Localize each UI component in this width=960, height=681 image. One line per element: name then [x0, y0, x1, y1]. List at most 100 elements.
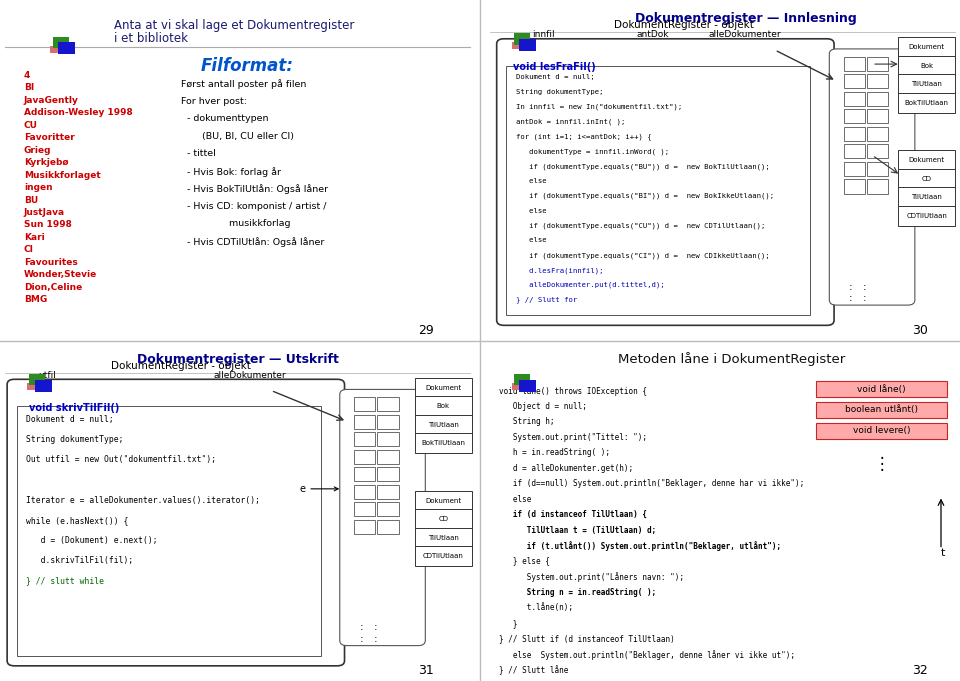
Text: Filformat:: Filformat:: [201, 57, 294, 76]
Text: System.out.print("Tittel: ");: System.out.print("Tittel: ");: [499, 432, 647, 441]
Text: if (t.utlånt()) System.out.println("Beklager, utlånt");: if (t.utlånt()) System.out.println("Bekl…: [499, 541, 781, 551]
Text: :
:: : :: [373, 622, 377, 644]
FancyBboxPatch shape: [354, 449, 375, 464]
Text: else: else: [516, 178, 546, 184]
Text: Dokumentregister — Utskrift: Dokumentregister — Utskrift: [136, 353, 339, 366]
Text: Grieg: Grieg: [24, 146, 51, 155]
Text: void lesFraFil(): void lesFraFil(): [514, 63, 596, 72]
FancyBboxPatch shape: [415, 528, 472, 548]
Text: d.skrivTilFil(fil);: d.skrivTilFil(fil);: [26, 556, 133, 565]
Text: :
:: : :: [849, 281, 852, 303]
Text: else: else: [516, 208, 546, 214]
FancyBboxPatch shape: [354, 520, 375, 534]
FancyBboxPatch shape: [340, 390, 425, 646]
FancyBboxPatch shape: [899, 37, 955, 57]
Text: h = in.readString( );: h = in.readString( );: [499, 448, 610, 457]
Text: JavaGently: JavaGently: [24, 96, 79, 105]
Text: Dokument: Dokument: [909, 157, 945, 163]
Text: d.lesFra(innfil);: d.lesFra(innfil);: [516, 267, 603, 274]
Text: antDok = innfil.inInt( );: antDok = innfil.inInt( );: [516, 118, 625, 125]
Text: if (dokumentType.equals("CU")) d =  new CDTilUtlaan();: if (dokumentType.equals("CU")) d = new C…: [516, 223, 765, 229]
Text: CDTilUtlaan: CDTilUtlaan: [906, 213, 948, 219]
Text: TilUtlaan: TilUtlaan: [428, 535, 459, 541]
Text: Wonder,Stevie: Wonder,Stevie: [24, 270, 97, 279]
Text: Dokument: Dokument: [909, 44, 945, 50]
Text: if (d==null) System.out.println("Beklager, denne har vi ikke");: if (d==null) System.out.println("Beklage…: [499, 479, 804, 488]
FancyBboxPatch shape: [415, 491, 472, 511]
Text: String dokumentType;: String dokumentType;: [26, 435, 124, 444]
Text: void låne(): void låne(): [857, 385, 906, 394]
Text: Bok: Bok: [921, 63, 933, 69]
Text: Object d = null;: Object d = null;: [499, 402, 587, 411]
Text: Dokument d = null;: Dokument d = null;: [26, 415, 114, 424]
FancyBboxPatch shape: [53, 37, 69, 48]
FancyBboxPatch shape: [867, 162, 888, 176]
FancyBboxPatch shape: [844, 74, 865, 89]
FancyBboxPatch shape: [377, 449, 398, 464]
Text: if (dokumentType.equals("CI")) d =  new CDIkkeUtlaan();: if (dokumentType.equals("CI")) d = new C…: [516, 252, 769, 259]
Text: alleDokumenter: alleDokumenter: [214, 371, 286, 380]
FancyBboxPatch shape: [496, 39, 834, 326]
Text: d = alleDokumenter.get(h);: d = alleDokumenter.get(h);: [499, 464, 634, 473]
FancyBboxPatch shape: [51, 46, 62, 52]
Text: alleDokumenter.put(d.tittel,d);: alleDokumenter.put(d.tittel,d);: [516, 282, 664, 288]
FancyBboxPatch shape: [27, 383, 38, 390]
Text: Favoritter: Favoritter: [24, 133, 75, 142]
Text: else  System.out.println("Beklager, denne låner vi ikke ut");: else System.out.println("Beklager, denne…: [499, 650, 795, 659]
FancyBboxPatch shape: [844, 144, 865, 159]
Text: Først antall poster på filen: Først antall poster på filen: [180, 79, 306, 89]
Text: Kyrkjebø: Kyrkjebø: [24, 158, 68, 167]
Text: - Hvis CD: komponist / artist /: - Hvis CD: komponist / artist /: [180, 202, 326, 211]
Text: Dokument d = null;: Dokument d = null;: [516, 74, 594, 80]
FancyBboxPatch shape: [899, 74, 955, 95]
FancyBboxPatch shape: [415, 396, 472, 416]
Text: antDok: antDok: [636, 30, 669, 39]
FancyBboxPatch shape: [354, 467, 375, 481]
Text: CU: CU: [24, 121, 37, 129]
Text: 31: 31: [419, 664, 434, 678]
FancyBboxPatch shape: [844, 92, 865, 106]
Text: else: else: [499, 494, 532, 503]
Text: e: e: [300, 484, 338, 494]
FancyBboxPatch shape: [625, 41, 677, 57]
Text: ⋮: ⋮: [874, 455, 890, 473]
Text: Favourites: Favourites: [24, 258, 78, 267]
FancyBboxPatch shape: [516, 41, 568, 57]
Text: musikkforlag: musikkforlag: [180, 219, 290, 229]
Text: Dokument: Dokument: [425, 385, 462, 391]
Text: utfil: utfil: [38, 371, 56, 380]
Text: Musikkforlaget: Musikkforlaget: [24, 171, 101, 180]
Text: BMG: BMG: [24, 296, 47, 304]
FancyBboxPatch shape: [816, 402, 948, 418]
FancyBboxPatch shape: [867, 57, 888, 71]
FancyBboxPatch shape: [354, 503, 375, 516]
Text: Dion,Celine: Dion,Celine: [24, 283, 82, 292]
Text: Dokumentregister — Innlesning: Dokumentregister — Innlesning: [636, 12, 857, 25]
FancyBboxPatch shape: [844, 162, 865, 176]
FancyBboxPatch shape: [377, 467, 398, 481]
FancyBboxPatch shape: [899, 151, 955, 170]
FancyBboxPatch shape: [816, 381, 948, 397]
Text: Iterator e = alleDokumenter.values().iterator();: Iterator e = alleDokumenter.values().ite…: [26, 496, 260, 505]
FancyBboxPatch shape: [377, 485, 398, 499]
Text: Out utfil = new Out("dokumentfil.txt");: Out utfil = new Out("dokumentfil.txt");: [26, 455, 216, 464]
FancyBboxPatch shape: [867, 127, 888, 141]
Text: - Hvis CDTilUtlån: Også låner: - Hvis CDTilUtlån: Også låner: [180, 237, 324, 247]
Text: dokumentType = innfil.inWord( );: dokumentType = innfil.inWord( );: [516, 148, 669, 155]
Text: boolean utlånt(): boolean utlånt(): [845, 405, 918, 415]
Text: Bok: Bok: [437, 403, 450, 409]
Text: if (d instanceof TilUtlaan) {: if (d instanceof TilUtlaan) {: [499, 510, 647, 519]
FancyBboxPatch shape: [377, 432, 398, 446]
FancyBboxPatch shape: [519, 39, 537, 51]
FancyBboxPatch shape: [415, 415, 472, 435]
Text: void låne() throws IOException {: void låne() throws IOException {: [499, 386, 647, 396]
Text: CDTilUtlaan: CDTilUtlaan: [423, 554, 464, 559]
FancyBboxPatch shape: [899, 187, 955, 207]
FancyBboxPatch shape: [899, 56, 955, 76]
Text: ingen: ingen: [24, 183, 53, 192]
Text: if (dokumentType.equals("BI")) d =  new BokIkkeUtlaan();: if (dokumentType.equals("BI")) d = new B…: [516, 193, 774, 200]
Text: In innfil = new In("dokumentfil.txt");: In innfil = new In("dokumentfil.txt");: [516, 104, 682, 110]
Text: DokumentRegister - objekt: DokumentRegister - objekt: [614, 20, 755, 31]
Text: BU: BU: [24, 195, 38, 204]
FancyBboxPatch shape: [16, 407, 321, 656]
